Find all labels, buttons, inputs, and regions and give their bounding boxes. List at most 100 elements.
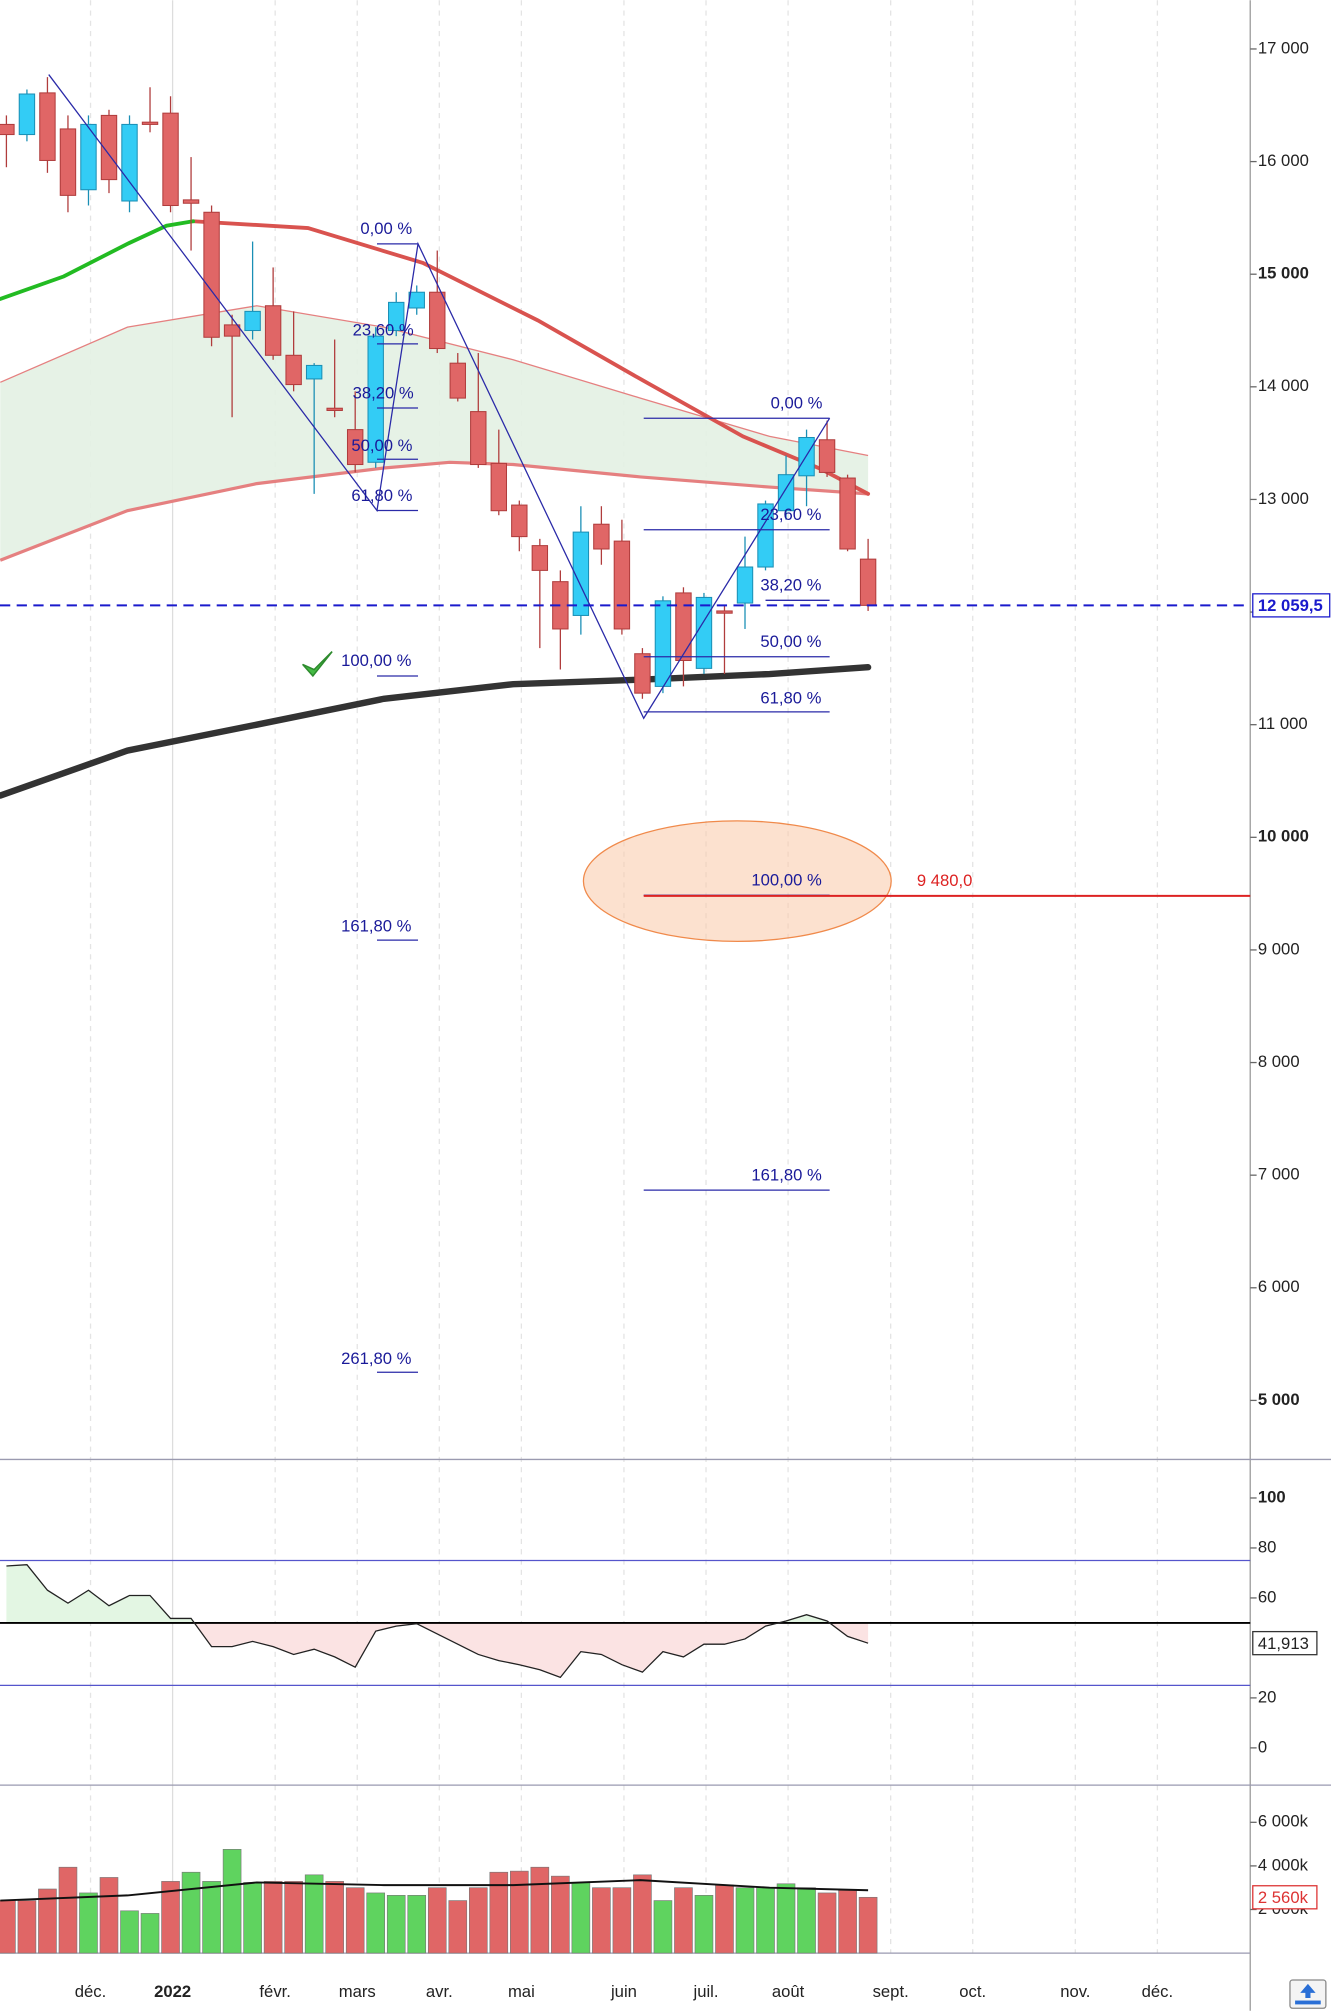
candle-body (367, 335, 384, 463)
candle-body (736, 566, 754, 604)
candle-body (326, 407, 343, 411)
candle-body (716, 610, 733, 614)
volume-bar (858, 1896, 878, 1954)
candle-body (408, 291, 425, 309)
moving-average (0, 664, 872, 799)
fib-label: 100,00 % (341, 651, 412, 670)
y-tick-label: 16 000 (1258, 151, 1309, 170)
last-price-box (1252, 593, 1331, 618)
fib-label: 0,00 % (771, 394, 823, 413)
candle-body (285, 354, 302, 386)
x-tick-label: 2022 (154, 1982, 191, 2001)
last-price-label: 12 059,5 (1258, 596, 1323, 615)
last-volume-box (1252, 1885, 1318, 1910)
candle-body (80, 123, 97, 191)
candle-body (654, 600, 672, 687)
volume-bar (468, 1887, 488, 1954)
y-tick-label: 13 000 (1258, 489, 1309, 508)
candle-body (264, 305, 282, 356)
x-tick-label: déc. (75, 1982, 106, 2001)
volume-bar (161, 1881, 180, 1954)
moving-average (0, 219, 196, 301)
y-tick-label: 60 (1258, 1587, 1277, 1606)
candle-body (39, 92, 56, 161)
volume-bar (181, 1871, 201, 1954)
volume-bar (243, 1882, 262, 1954)
target-label: 9 480,0 (917, 871, 973, 890)
target-zone (582, 820, 892, 943)
volume-bar (386, 1895, 406, 1954)
fib-label: 23,60 % (760, 505, 821, 524)
y-tick-label: 100 (1258, 1487, 1286, 1506)
x-tick-label: mai (508, 1982, 535, 2001)
y-tick-label: 15 000 (1258, 264, 1309, 283)
volume-bar (38, 1888, 57, 1954)
volume-bar (838, 1890, 857, 1954)
y-tick-label: 10 000 (1258, 827, 1309, 846)
candle-body (449, 362, 466, 399)
volume-bar (345, 1887, 365, 1954)
x-tick-label: sept. (873, 1982, 909, 2001)
last-volume-label: 2 560k (1258, 1888, 1309, 1907)
candle-body (818, 439, 836, 473)
below-fill (194, 1623, 869, 1678)
candle-body (490, 462, 508, 512)
check-icon (302, 651, 333, 678)
candle-body (859, 558, 877, 606)
x-tick-label: août (772, 1982, 805, 2001)
band-lower (0, 460, 869, 562)
y-tick-label: 6 000 (1258, 1277, 1300, 1296)
volume-bar (407, 1895, 427, 1954)
candle-body (0, 123, 15, 136)
candle-body (593, 523, 610, 550)
candle-body (429, 291, 446, 350)
y-tick-label: 11 000 (1258, 714, 1308, 733)
fib-label: 23,60 % (353, 320, 414, 339)
candle-body (634, 653, 651, 694)
candle-body (100, 114, 118, 181)
volume-bar (817, 1892, 837, 1954)
volume-bar (571, 1882, 591, 1954)
x-tick-label: mars (339, 1982, 376, 2001)
fib-label: 50,00 % (760, 632, 821, 651)
y-tick-label: 0 (1258, 1737, 1267, 1756)
volume-bar (140, 1913, 160, 1954)
band-fill (0, 305, 869, 561)
candle-body (613, 540, 631, 630)
volume-bar (79, 1892, 98, 1954)
volume-bar (17, 1900, 37, 1954)
volume-bar (694, 1895, 714, 1954)
fib-label: 61,80 % (760, 688, 821, 707)
volume-bar (263, 1881, 283, 1954)
y-tick-label: 4 000k (1258, 1855, 1309, 1874)
x-tick-label: févr. (259, 1982, 290, 2001)
fib-label: 61,80 % (351, 486, 412, 505)
x-tick-label: nov. (1060, 1982, 1090, 2001)
above-fill (6, 1564, 869, 1624)
candle-body (346, 429, 364, 466)
x-tick-label: oct. (959, 1982, 986, 2001)
y-tick-label: 17 000 (1258, 38, 1309, 57)
candle-body (839, 477, 856, 550)
volume-bar (633, 1874, 652, 1954)
last-value-box (1252, 1630, 1318, 1656)
scroll-icon-bar (1295, 2000, 1321, 2005)
y-tick-label: 20 (1258, 1687, 1277, 1706)
volume-bar (797, 1887, 816, 1954)
candle-body (162, 112, 179, 207)
y-tick-label: 6 000k (1258, 1812, 1309, 1831)
last-value-label: 41,913 (1258, 1634, 1309, 1653)
candle-body (141, 121, 159, 125)
y-tick-label: 80 (1258, 1537, 1277, 1556)
fib-label: 100,00 % (751, 871, 822, 890)
y-tick-label: 9 000 (1258, 939, 1300, 958)
x-tick-label: avr. (426, 1982, 453, 2001)
fib-label: 38,20 % (353, 383, 414, 402)
candle-body (531, 545, 549, 571)
scroll-icon (1300, 1983, 1316, 1998)
fib-label: 161,80 % (341, 917, 412, 936)
candle-body (777, 474, 795, 512)
volume-bar (325, 1881, 344, 1954)
